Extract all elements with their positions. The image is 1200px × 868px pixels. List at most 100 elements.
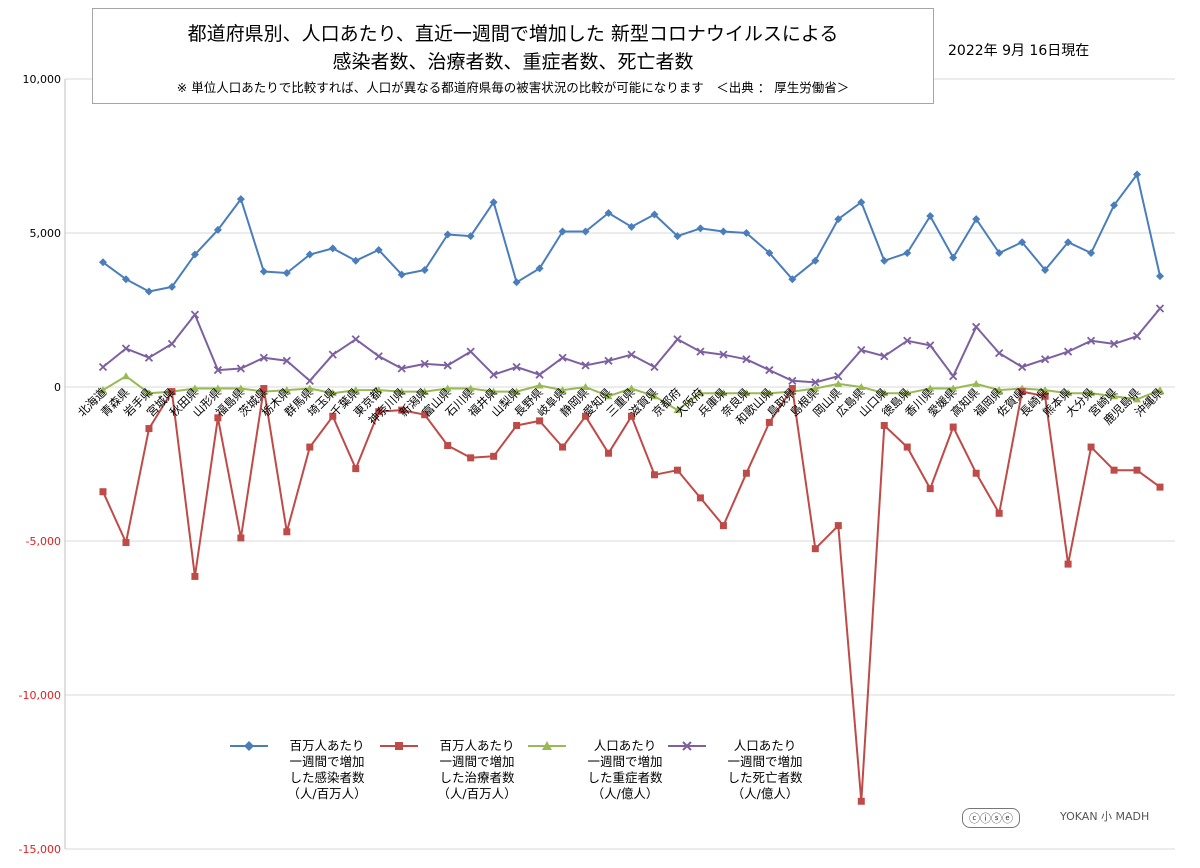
data-point-infected <box>466 232 475 241</box>
data-point-severe <box>650 392 659 400</box>
data-point-deaths <box>627 350 636 359</box>
data-point-treated <box>237 534 245 542</box>
legend-label-treated: 百万人あたり 一週間で増加 した治療者数 （人/百万人） <box>437 738 517 801</box>
data-point-infected <box>903 249 912 258</box>
data-point-deaths <box>121 344 131 353</box>
data-point-severe <box>926 384 935 392</box>
data-point-infected <box>443 230 452 239</box>
data-point-infected <box>1110 201 1119 210</box>
data-point-infected <box>811 256 820 265</box>
y-tick-label: -5,000 <box>26 535 61 548</box>
data-point-severe <box>443 384 452 392</box>
data-point-deaths <box>696 347 705 356</box>
data-point-severe <box>1041 386 1050 394</box>
data-point-infected <box>489 198 498 207</box>
chart-subtitle-note: ※ 単位人口あたりで比較すれば、人口が異なる都道府県毎の被害状況の比較が可能にな… <box>176 80 850 95</box>
data-point-deaths <box>213 365 223 375</box>
data-point-severe <box>949 384 958 392</box>
data-point-deaths <box>558 353 567 362</box>
data-point-severe <box>742 389 751 397</box>
series-infected <box>99 170 1164 296</box>
data-point-deaths <box>420 359 429 369</box>
data-point-severe <box>581 383 590 390</box>
data-point-severe <box>489 387 498 395</box>
data-point-treated <box>191 572 199 580</box>
data-point-treated <box>536 417 544 425</box>
data-point-treated <box>260 385 268 393</box>
data-point-severe <box>1064 389 1073 397</box>
chart-title-line2: 感染者数、治療者数、重症者数、死亡者数 <box>332 51 694 73</box>
data-point-deaths <box>282 356 291 365</box>
data-point-treated <box>99 488 107 496</box>
data-point-infected <box>627 222 636 231</box>
data-point-infected <box>259 267 268 276</box>
data-point-infected <box>190 250 199 259</box>
data-point-infected <box>420 265 429 274</box>
data-point-treated <box>834 522 842 530</box>
data-point-infected <box>673 232 682 241</box>
data-point-treated <box>903 443 911 451</box>
data-point-treated <box>788 385 796 393</box>
data-point-infected <box>857 198 866 207</box>
data-point-severe <box>903 389 912 397</box>
data-point-deaths <box>1017 362 1027 372</box>
data-point-deaths <box>397 364 406 373</box>
data-point-treated <box>168 388 176 396</box>
data-point-infected <box>604 208 613 217</box>
data-point-treated <box>559 443 567 451</box>
data-point-infected <box>167 282 176 291</box>
legend-label-infected: 百万人あたり 一週間で増加 した感染者数 （人/百万人） <box>287 738 367 801</box>
data-point-deaths <box>926 341 935 350</box>
y-tick-label: 5,000 <box>30 227 62 240</box>
data-point-deaths <box>144 353 154 362</box>
data-point-severe <box>351 386 360 394</box>
data-point-deaths <box>673 335 682 344</box>
data-point-deaths <box>512 362 521 372</box>
data-point-severe <box>834 379 843 387</box>
data-point-deaths <box>857 345 866 355</box>
y-tick-label: 10,000 <box>23 73 62 86</box>
data-point-treated <box>513 422 521 429</box>
data-point-deaths <box>650 362 659 372</box>
series-deaths <box>98 304 1165 387</box>
data-point-infected <box>650 210 659 219</box>
data-point-infected <box>328 244 337 253</box>
data-point-deaths <box>742 355 751 364</box>
data-point-deaths <box>1155 304 1165 313</box>
data-point-treated <box>857 797 865 805</box>
data-point-deaths <box>1063 347 1073 356</box>
data-point-treated <box>582 412 590 420</box>
y-tick-label: 0 <box>54 381 61 394</box>
data-point-deaths <box>949 372 958 381</box>
data-point-severe <box>1133 395 1142 403</box>
data-point-treated <box>329 412 337 420</box>
data-point-infected <box>535 264 544 273</box>
data-point-severe <box>213 384 222 392</box>
data-point-infected <box>121 275 130 284</box>
data-point-infected <box>512 278 521 287</box>
series-severe <box>99 372 1164 414</box>
data-point-deaths <box>305 376 314 385</box>
data-point-infected <box>1064 238 1073 247</box>
series-lines <box>98 170 1165 805</box>
data-point-deaths <box>236 364 246 373</box>
data-point-treated <box>467 454 475 462</box>
data-point-severe <box>558 386 567 394</box>
data-point-infected <box>581 227 590 236</box>
data-point-infected <box>397 270 406 279</box>
data-point-infected <box>558 227 567 236</box>
data-point-treated <box>490 452 498 460</box>
legend-label-severe: 人口あたり 一週間で増加 した重症者数 （人/億人） <box>587 738 663 801</box>
data-point-deaths <box>581 361 590 370</box>
data-point-deaths <box>765 365 774 375</box>
data-point-treated <box>811 545 819 553</box>
data-point-severe <box>420 387 429 395</box>
data-point-severe <box>604 392 613 400</box>
data-point-deaths <box>443 361 452 370</box>
data-point-treated <box>1087 443 1095 451</box>
data-point-infected <box>1087 249 1096 258</box>
data-point-treated <box>306 443 314 451</box>
brand-logo: YOKAN 小 MADH <box>1060 810 1150 823</box>
data-point-infected <box>1018 238 1027 247</box>
